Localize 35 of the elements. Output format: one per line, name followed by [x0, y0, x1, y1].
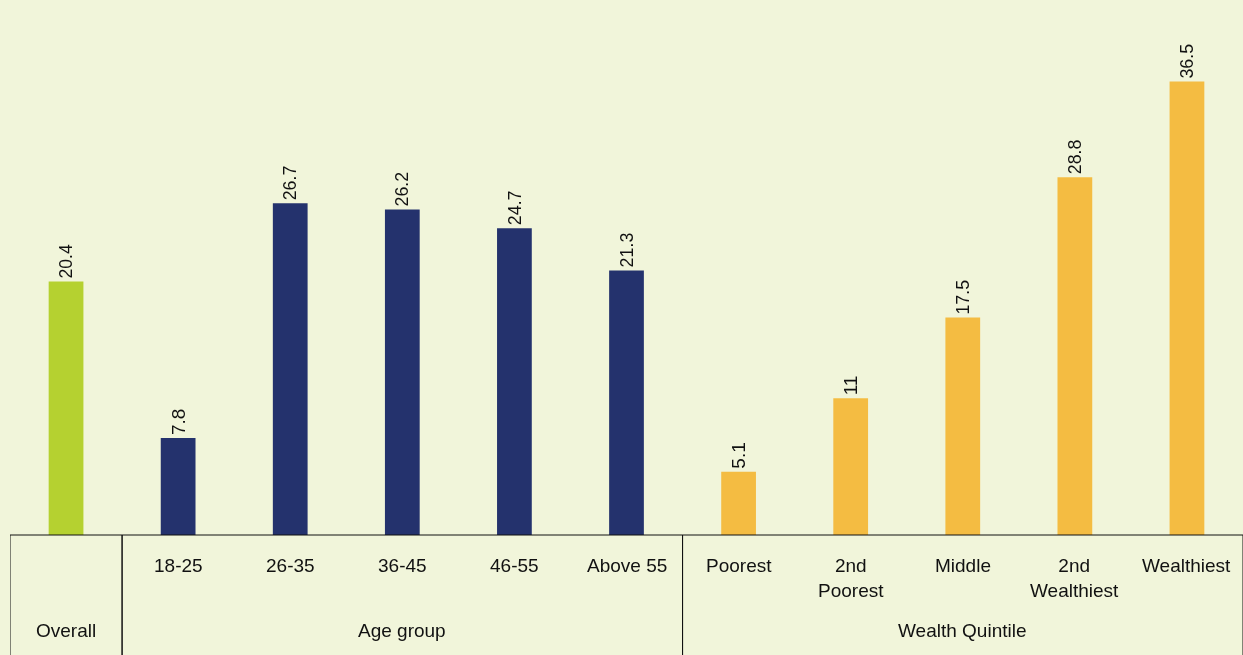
bar: [272, 203, 308, 535]
x-tick-label: 2nd Poorest: [818, 555, 885, 601]
data-label: 21.3: [616, 232, 637, 268]
bar: [945, 317, 981, 535]
data-label: 26.2: [392, 171, 413, 207]
text: Age group: [358, 620, 446, 641]
bar: [384, 209, 420, 535]
bar: [833, 398, 869, 535]
data-label: 17.5: [952, 279, 973, 315]
bar: [1057, 177, 1093, 535]
data-label: 36.5: [1177, 43, 1198, 79]
data-label: 7.8: [167, 408, 189, 436]
x-tick-label: Above 55: [587, 555, 668, 576]
x-tick-label: 2nd Wealthiest: [1030, 555, 1120, 601]
x-tick-label: 18-25: [154, 555, 203, 576]
data-label: 28.8: [1064, 139, 1085, 175]
data-label: 24.7: [504, 190, 525, 226]
text: Overall: [36, 620, 97, 641]
data-label: 5.1: [728, 442, 750, 469]
x-tick-label: Poorest: [706, 555, 773, 576]
text: Wealth Quintile: [898, 620, 1027, 641]
x-tick-label: 26-35: [266, 555, 315, 576]
bar: [1169, 81, 1205, 535]
bar: [721, 471, 756, 535]
bar: [497, 228, 532, 535]
x-tick-label: Wealthiest: [1142, 555, 1232, 576]
bar: [48, 281, 84, 535]
x-tick-label: 46-55: [490, 555, 539, 576]
x-tick-label: 36-45: [378, 555, 427, 576]
data-label: 26.7: [280, 165, 301, 201]
x-tick-label: Middle: [935, 555, 991, 576]
bar: [160, 438, 196, 535]
data-label: 11: [840, 375, 862, 396]
data-label: 20.4: [56, 244, 77, 279]
bar: [609, 270, 644, 535]
